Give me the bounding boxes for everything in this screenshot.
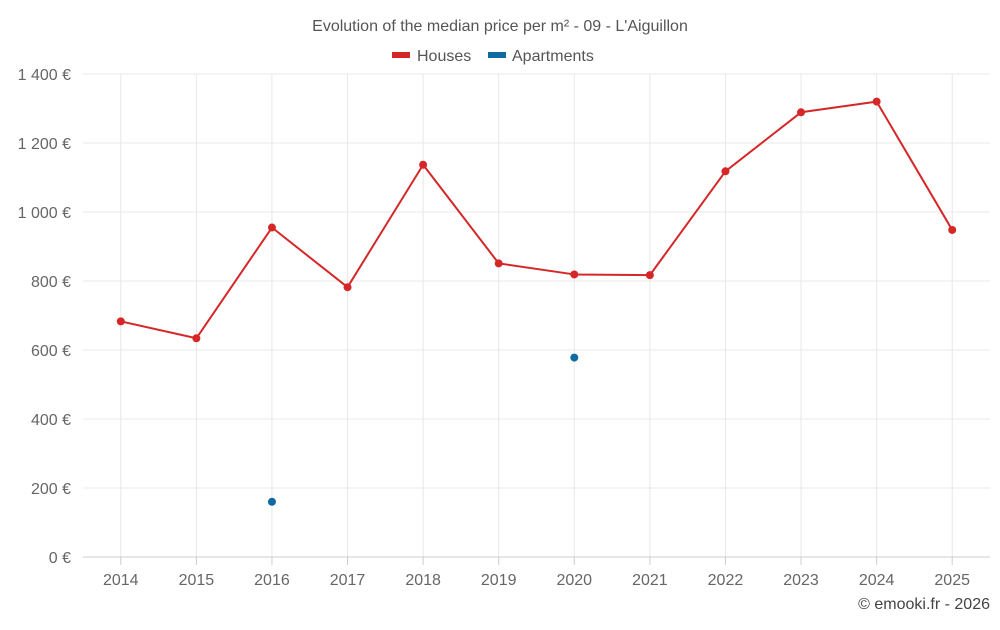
x-tick-label: 2022 [708,572,744,589]
data-point-apartments-2016[interactable] [267,497,276,506]
legend-label-houses[interactable]: Houses [417,48,471,65]
data-point-houses-2021[interactable] [645,271,654,280]
x-tick-label: 2023 [783,572,819,589]
chart-title: Evolution of the median price per m² - 0… [312,18,688,35]
data-point-houses-2022[interactable] [721,167,730,176]
data-point-houses-2014[interactable] [116,317,125,326]
y-tick-label: 1 400 € [18,67,71,84]
y-tick-label: 1 000 € [18,205,71,222]
legend-label-apartments[interactable]: Apartments [512,48,594,65]
data-point-houses-2023[interactable] [797,108,806,117]
x-tick-label: 2020 [556,572,592,589]
x-tick-label: 2019 [481,572,517,589]
x-tick-label: 2024 [859,572,895,589]
series-apartments [267,353,579,506]
y-tick-label: 800 € [31,274,71,291]
legend-swatch-houses[interactable] [392,52,410,58]
grid [83,73,990,557]
axes: 0 € 200 € 400 € 600 € 800 € 1 000 € 1 200 € 1 4… [18,67,990,589]
data-point-houses-2025[interactable] [948,225,957,234]
data-point-houses-2016[interactable] [267,223,276,232]
x-tick-label: 2014 [103,572,139,589]
series [116,97,957,506]
y-tick-label: 400 € [31,412,71,429]
data-point-houses-2015[interactable] [192,334,201,343]
x-tick-label: 2021 [632,572,668,589]
series-line-houses [120,100,954,340]
data-point-houses-2018[interactable] [419,160,428,169]
x-tick-label: 2025 [934,572,970,589]
data-point-houses-2024[interactable] [872,97,881,106]
x-tick-label: 2015 [179,572,215,589]
x-tick-label: 2018 [405,572,441,589]
series-houses [116,97,957,343]
y-tick-label: 200 € [31,481,71,498]
y-tick-label: 600 € [31,343,71,360]
data-point-houses-2020[interactable] [570,270,579,279]
data-point-houses-2017[interactable] [343,283,352,292]
data-point-apartments-2020[interactable] [570,353,579,362]
legend-swatch-apartments[interactable] [488,52,506,58]
y-tick-label: 1 200 € [18,136,71,153]
y-tick-label: 0 € [49,550,71,567]
x-tick-label: 2017 [330,572,366,589]
data-point-houses-2019[interactable] [494,259,503,268]
credit-text: © emooki.fr - 2026 [858,596,990,613]
x-tick-label: 2016 [254,572,290,589]
legend: Houses Apartments [392,48,594,65]
